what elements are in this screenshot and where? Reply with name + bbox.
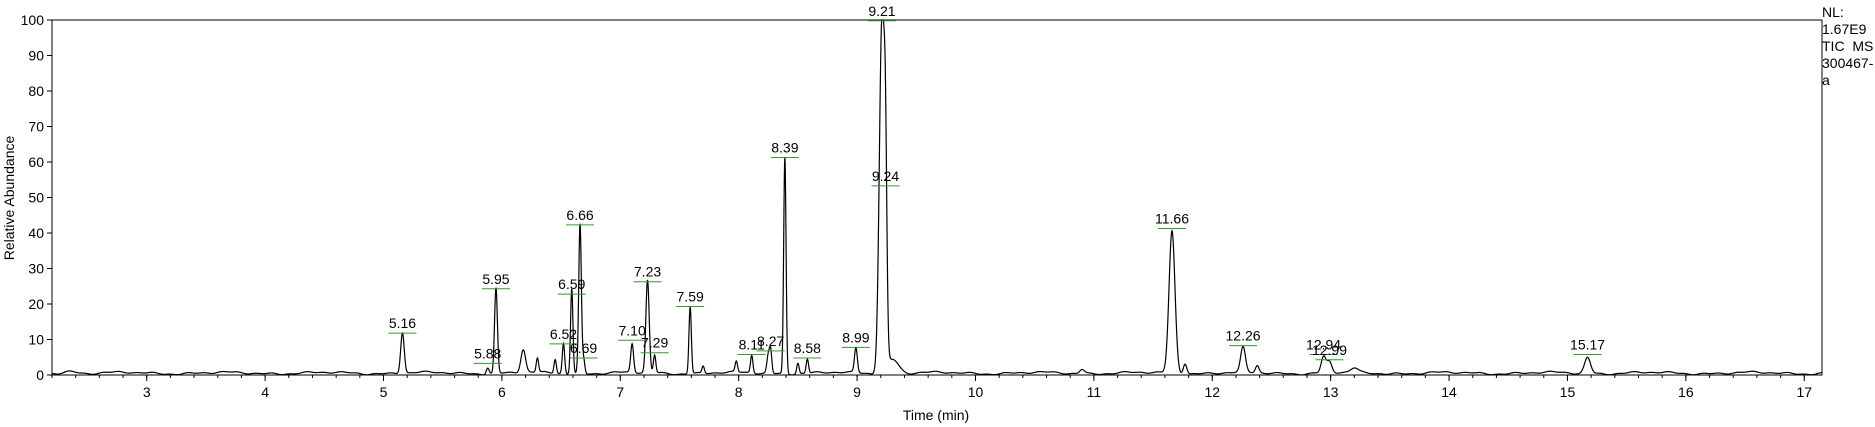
peak-label: 6.59: [558, 276, 585, 292]
y-tick-label: 20: [28, 296, 44, 312]
peak-label: 7.59: [677, 289, 704, 305]
x-tick-label: 7: [616, 384, 624, 400]
x-tick-label: 15: [1560, 384, 1576, 400]
y-tick-label: 90: [28, 48, 44, 64]
peak-label: 8.58: [794, 340, 821, 356]
peak-label: 6.66: [566, 207, 593, 223]
x-axis-title: Time (min): [903, 407, 969, 423]
x-tick-label: 4: [261, 384, 269, 400]
x-tick-label: 9: [853, 384, 861, 400]
peak-label: 8.27: [757, 333, 784, 349]
axes-group: [51, 19, 1823, 376]
x-ticks: 3 4 5 6 7 8 9 10 11 12 13 14 15 16 17: [51, 375, 1812, 400]
y-tick-label: 30: [28, 261, 44, 277]
x-tick-label: 13: [1323, 384, 1339, 400]
peak-label: 12.26: [1226, 328, 1261, 344]
x-tick-label: 8: [735, 384, 743, 400]
info-line-4: 300467-: [1822, 55, 1874, 71]
x-tick-label: 17: [1796, 384, 1812, 400]
peak-label: 8.11: [739, 336, 765, 352]
peak-labels: 5.16 5.88 5.95 6.52 6.59 6.66 6.69 7.10 7.23 7.29…: [389, 3, 1605, 362]
peak-label: 5.88: [474, 345, 501, 361]
y-tick-label: 100: [21, 12, 45, 28]
x-tick-label: 11: [1087, 384, 1102, 400]
peak-label: 6.52: [550, 326, 577, 342]
y-tick-label: 10: [28, 332, 44, 348]
peak-label: 9.21: [868, 3, 895, 19]
info-line-2: 1.67E9: [1822, 21, 1867, 37]
y-tick-label: 80: [28, 83, 44, 99]
y-axis-title: Relative Abundance: [1, 136, 17, 261]
y-ticks: 0 10 20 30 40 50 60 70 80 90 100: [21, 12, 52, 383]
plot-frame: [51, 19, 1823, 376]
info-panel: NL: 1.67E9 TIC MS 300467- a: [1822, 4, 1873, 89]
peak-label: 15.17: [1570, 336, 1605, 352]
info-line-5: a: [1822, 72, 1830, 88]
y-tick-label: 60: [28, 154, 44, 170]
peak-label: 8.99: [842, 329, 869, 345]
peak-label: 5.16: [389, 315, 416, 331]
peak-label: 7.10: [619, 322, 646, 338]
peak-label: 6.69: [570, 340, 597, 356]
y-tick-label: 50: [28, 190, 44, 206]
peak-label: 11.66: [1155, 210, 1189, 226]
peak-label: 5.95: [482, 271, 509, 287]
x-tick-label: 6: [498, 384, 506, 400]
y-tick-label: 70: [28, 119, 44, 135]
info-line-3: TIC MS: [1822, 38, 1874, 54]
x-tick-label: 14: [1441, 384, 1457, 400]
tic-trace: [51, 19, 1823, 376]
x-tick-label: 12: [1204, 384, 1220, 400]
x-tick-label: 3: [143, 384, 151, 400]
peak-label: 9.24: [872, 168, 899, 184]
peak-markers: [388, 20, 1602, 364]
y-tick-label: 0: [36, 367, 44, 383]
x-tick-label: 10: [968, 384, 984, 400]
x-tick-label: 16: [1678, 384, 1694, 400]
peak-label: 12.99: [1312, 342, 1347, 358]
peak-label: 8.39: [771, 139, 798, 155]
peak-label: 7.29: [641, 335, 668, 351]
x-tick-label: 5: [380, 384, 388, 400]
info-line-1: NL:: [1822, 4, 1844, 20]
peak-label: 7.23: [634, 264, 661, 280]
peak-label: 12.94: [1306, 336, 1341, 352]
y-tick-label: 40: [28, 225, 44, 241]
